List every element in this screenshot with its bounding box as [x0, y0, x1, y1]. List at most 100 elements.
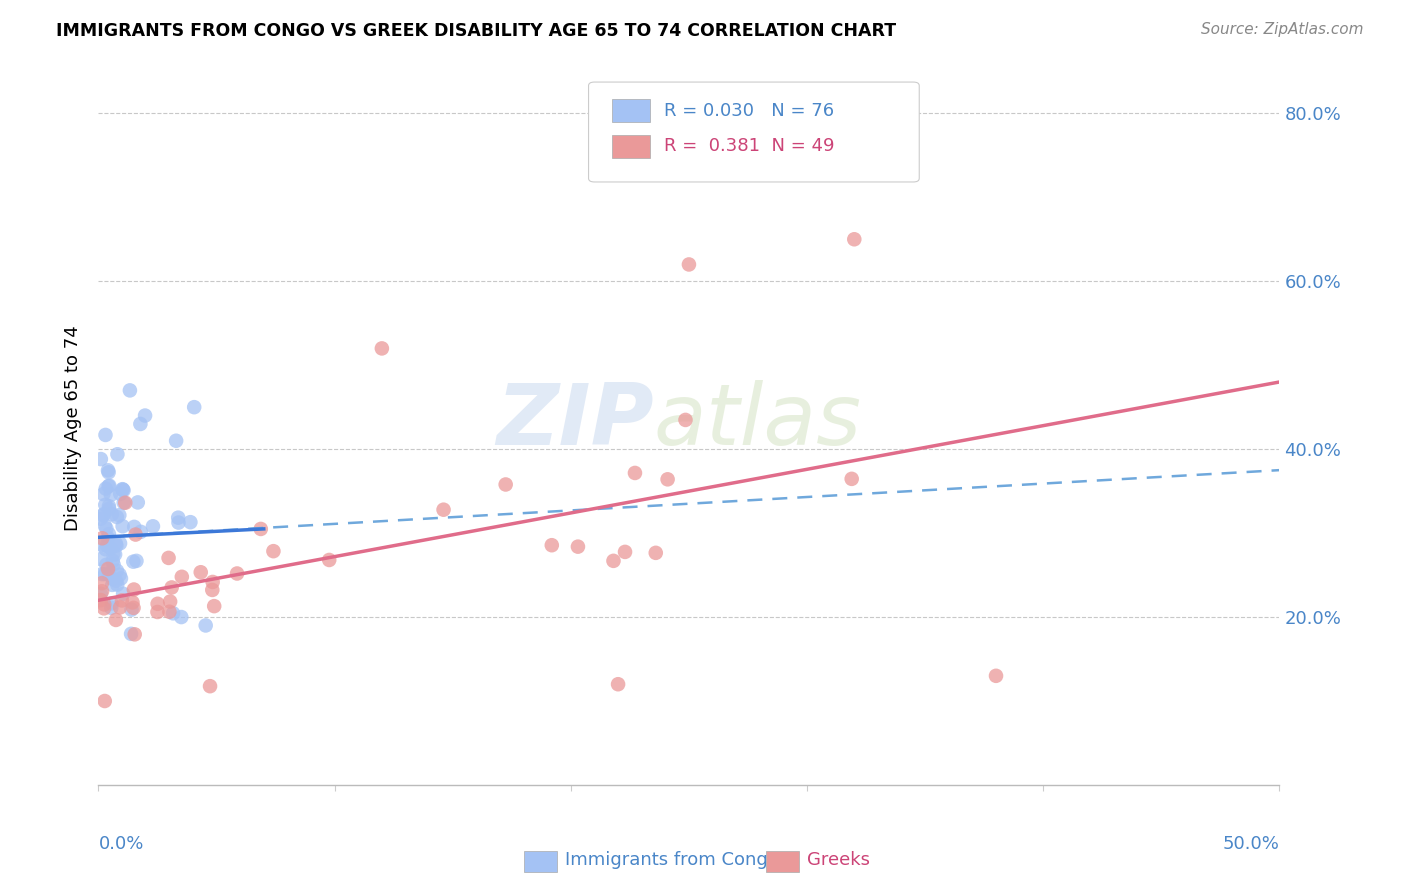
- Point: [160, 581, 183, 595]
- Point: [105, 574, 128, 588]
- Point: [105, 577, 128, 591]
- Point: [118, 384, 141, 398]
- Point: [101, 578, 124, 592]
- Point: [841, 472, 863, 486]
- Point: [98, 478, 121, 492]
- Point: [134, 409, 156, 423]
- FancyBboxPatch shape: [766, 851, 799, 872]
- Point: [94, 567, 117, 582]
- Point: [90, 576, 112, 591]
- Point: [96, 522, 118, 536]
- Point: [100, 597, 122, 611]
- Point: [146, 605, 169, 619]
- Point: [202, 599, 225, 614]
- Point: [201, 582, 224, 597]
- Point: [170, 570, 193, 584]
- Point: [108, 536, 131, 550]
- Point: [112, 495, 135, 509]
- Point: [567, 540, 589, 554]
- Point: [602, 554, 624, 568]
- Text: IMMIGRANTS FROM CONGO VS GREEK DISABILITY AGE 65 TO 74 CORRELATION CHART: IMMIGRANTS FROM CONGO VS GREEK DISABILIT…: [56, 22, 897, 40]
- Point: [432, 502, 454, 516]
- Point: [105, 564, 128, 578]
- Point: [108, 567, 131, 582]
- Point: [90, 593, 112, 607]
- Point: [98, 501, 121, 516]
- Point: [100, 488, 122, 502]
- Point: [114, 496, 136, 510]
- FancyBboxPatch shape: [612, 135, 650, 158]
- Point: [93, 601, 115, 615]
- Point: [644, 546, 666, 560]
- Point: [97, 567, 120, 582]
- Point: [91, 508, 114, 523]
- FancyBboxPatch shape: [589, 82, 920, 182]
- Point: [371, 342, 394, 356]
- Point: [108, 600, 131, 615]
- Text: R =  0.381  N = 49: R = 0.381 N = 49: [664, 137, 835, 155]
- Point: [90, 587, 112, 601]
- Text: 0.0%: 0.0%: [98, 835, 143, 853]
- Point: [657, 472, 679, 486]
- Point: [125, 554, 148, 568]
- Point: [122, 520, 145, 534]
- Point: [201, 574, 224, 589]
- Point: [607, 677, 630, 691]
- Point: [103, 558, 125, 572]
- Point: [167, 516, 190, 530]
- Point: [614, 545, 637, 559]
- Point: [112, 587, 135, 601]
- Point: [94, 694, 117, 708]
- Point: [129, 417, 152, 431]
- Point: [540, 538, 562, 552]
- Point: [91, 531, 114, 545]
- Point: [167, 510, 190, 524]
- Point: [122, 582, 145, 597]
- Point: [103, 547, 125, 561]
- Point: [190, 566, 212, 580]
- Y-axis label: Disability Age 65 to 74: Disability Age 65 to 74: [65, 326, 83, 531]
- Point: [97, 562, 120, 576]
- Point: [121, 602, 143, 616]
- Point: [495, 477, 517, 491]
- Point: [678, 257, 700, 271]
- Point: [107, 447, 129, 461]
- Text: atlas: atlas: [654, 379, 862, 463]
- Point: [94, 428, 117, 442]
- Text: Greeks: Greeks: [807, 851, 870, 869]
- Point: [844, 232, 866, 246]
- Point: [94, 482, 117, 496]
- Point: [111, 519, 134, 533]
- Point: [249, 522, 271, 536]
- Point: [142, 519, 165, 533]
- Point: [90, 552, 112, 566]
- Point: [112, 483, 135, 498]
- Point: [91, 487, 114, 501]
- Point: [105, 510, 128, 524]
- Point: [101, 572, 124, 586]
- Point: [121, 595, 143, 609]
- Point: [97, 463, 120, 477]
- Point: [157, 550, 180, 565]
- Point: [104, 548, 127, 562]
- Point: [94, 518, 117, 533]
- Point: [96, 558, 118, 572]
- Text: Immigrants from Congo: Immigrants from Congo: [565, 851, 779, 869]
- Point: [91, 567, 114, 582]
- Point: [124, 527, 146, 541]
- Point: [108, 508, 131, 523]
- Point: [127, 495, 149, 509]
- Point: [111, 593, 134, 607]
- Point: [97, 466, 120, 480]
- Point: [110, 487, 132, 501]
- Point: [984, 669, 1007, 683]
- Point: [101, 554, 124, 568]
- Point: [124, 627, 146, 641]
- Point: [146, 597, 169, 611]
- Point: [94, 498, 117, 512]
- Point: [111, 483, 134, 497]
- Point: [93, 598, 115, 612]
- Point: [100, 600, 122, 615]
- Point: [90, 512, 112, 526]
- Point: [122, 555, 145, 569]
